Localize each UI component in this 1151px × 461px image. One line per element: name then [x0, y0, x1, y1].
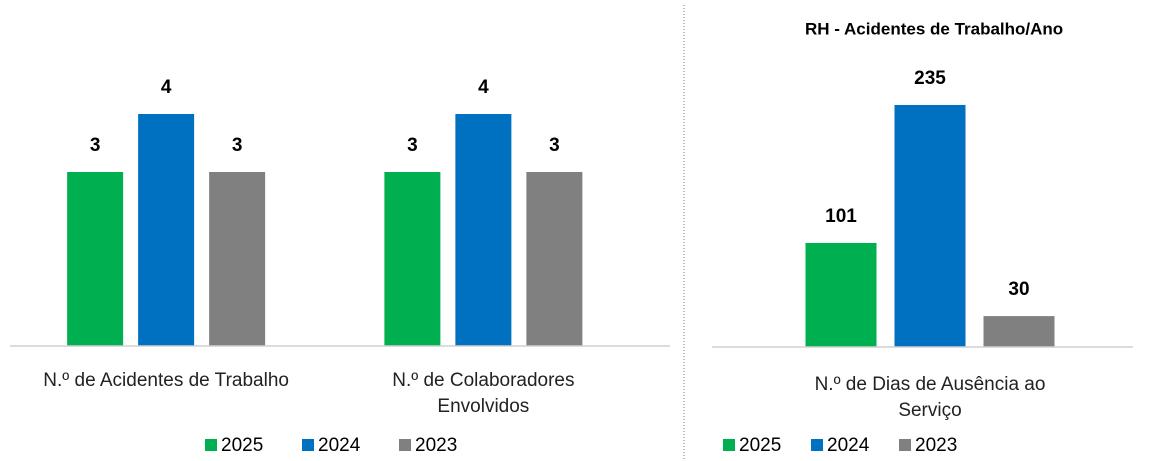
- data-label: 4: [478, 77, 489, 98]
- bar: [455, 114, 512, 346]
- legend-label: 2023: [415, 435, 457, 456]
- bar: [209, 172, 266, 346]
- legend-swatch: [723, 439, 735, 451]
- chart-title: RH - Acidentes de Trabalho/Ano: [805, 19, 1063, 38]
- legend-swatch: [399, 439, 411, 451]
- legend-swatch: [811, 439, 823, 451]
- bar: [138, 114, 195, 346]
- legend-label: 2025: [221, 435, 263, 456]
- data-label: 235: [914, 68, 946, 89]
- data-label: 3: [90, 135, 101, 156]
- bar: [894, 104, 966, 347]
- legend-label: 2024: [827, 435, 870, 456]
- legend-label: 2025: [739, 435, 781, 456]
- bar: [526, 172, 583, 346]
- data-label: 3: [549, 135, 560, 156]
- data-label: 101: [825, 206, 857, 227]
- legend-swatch: [302, 439, 314, 451]
- data-label: 30: [1008, 279, 1029, 300]
- x-tick-label: N.º de Colaboradores Envolvidos: [392, 370, 575, 417]
- legend-label: 2024: [318, 435, 361, 456]
- legend-label: 2023: [915, 435, 957, 456]
- data-label: 3: [407, 135, 418, 156]
- legend-swatch: [205, 439, 217, 451]
- data-label: 3: [232, 135, 243, 156]
- bar: [983, 316, 1055, 347]
- bar: [805, 242, 877, 347]
- legend-swatch: [899, 439, 911, 451]
- x-tick-label: N.º de Dias de Ausência ao Serviço: [814, 374, 1046, 421]
- x-tick-label: N.º de Acidentes de Trabalho: [43, 370, 289, 391]
- data-label: 4: [161, 77, 172, 98]
- bar: [384, 172, 441, 346]
- bar: [67, 172, 124, 346]
